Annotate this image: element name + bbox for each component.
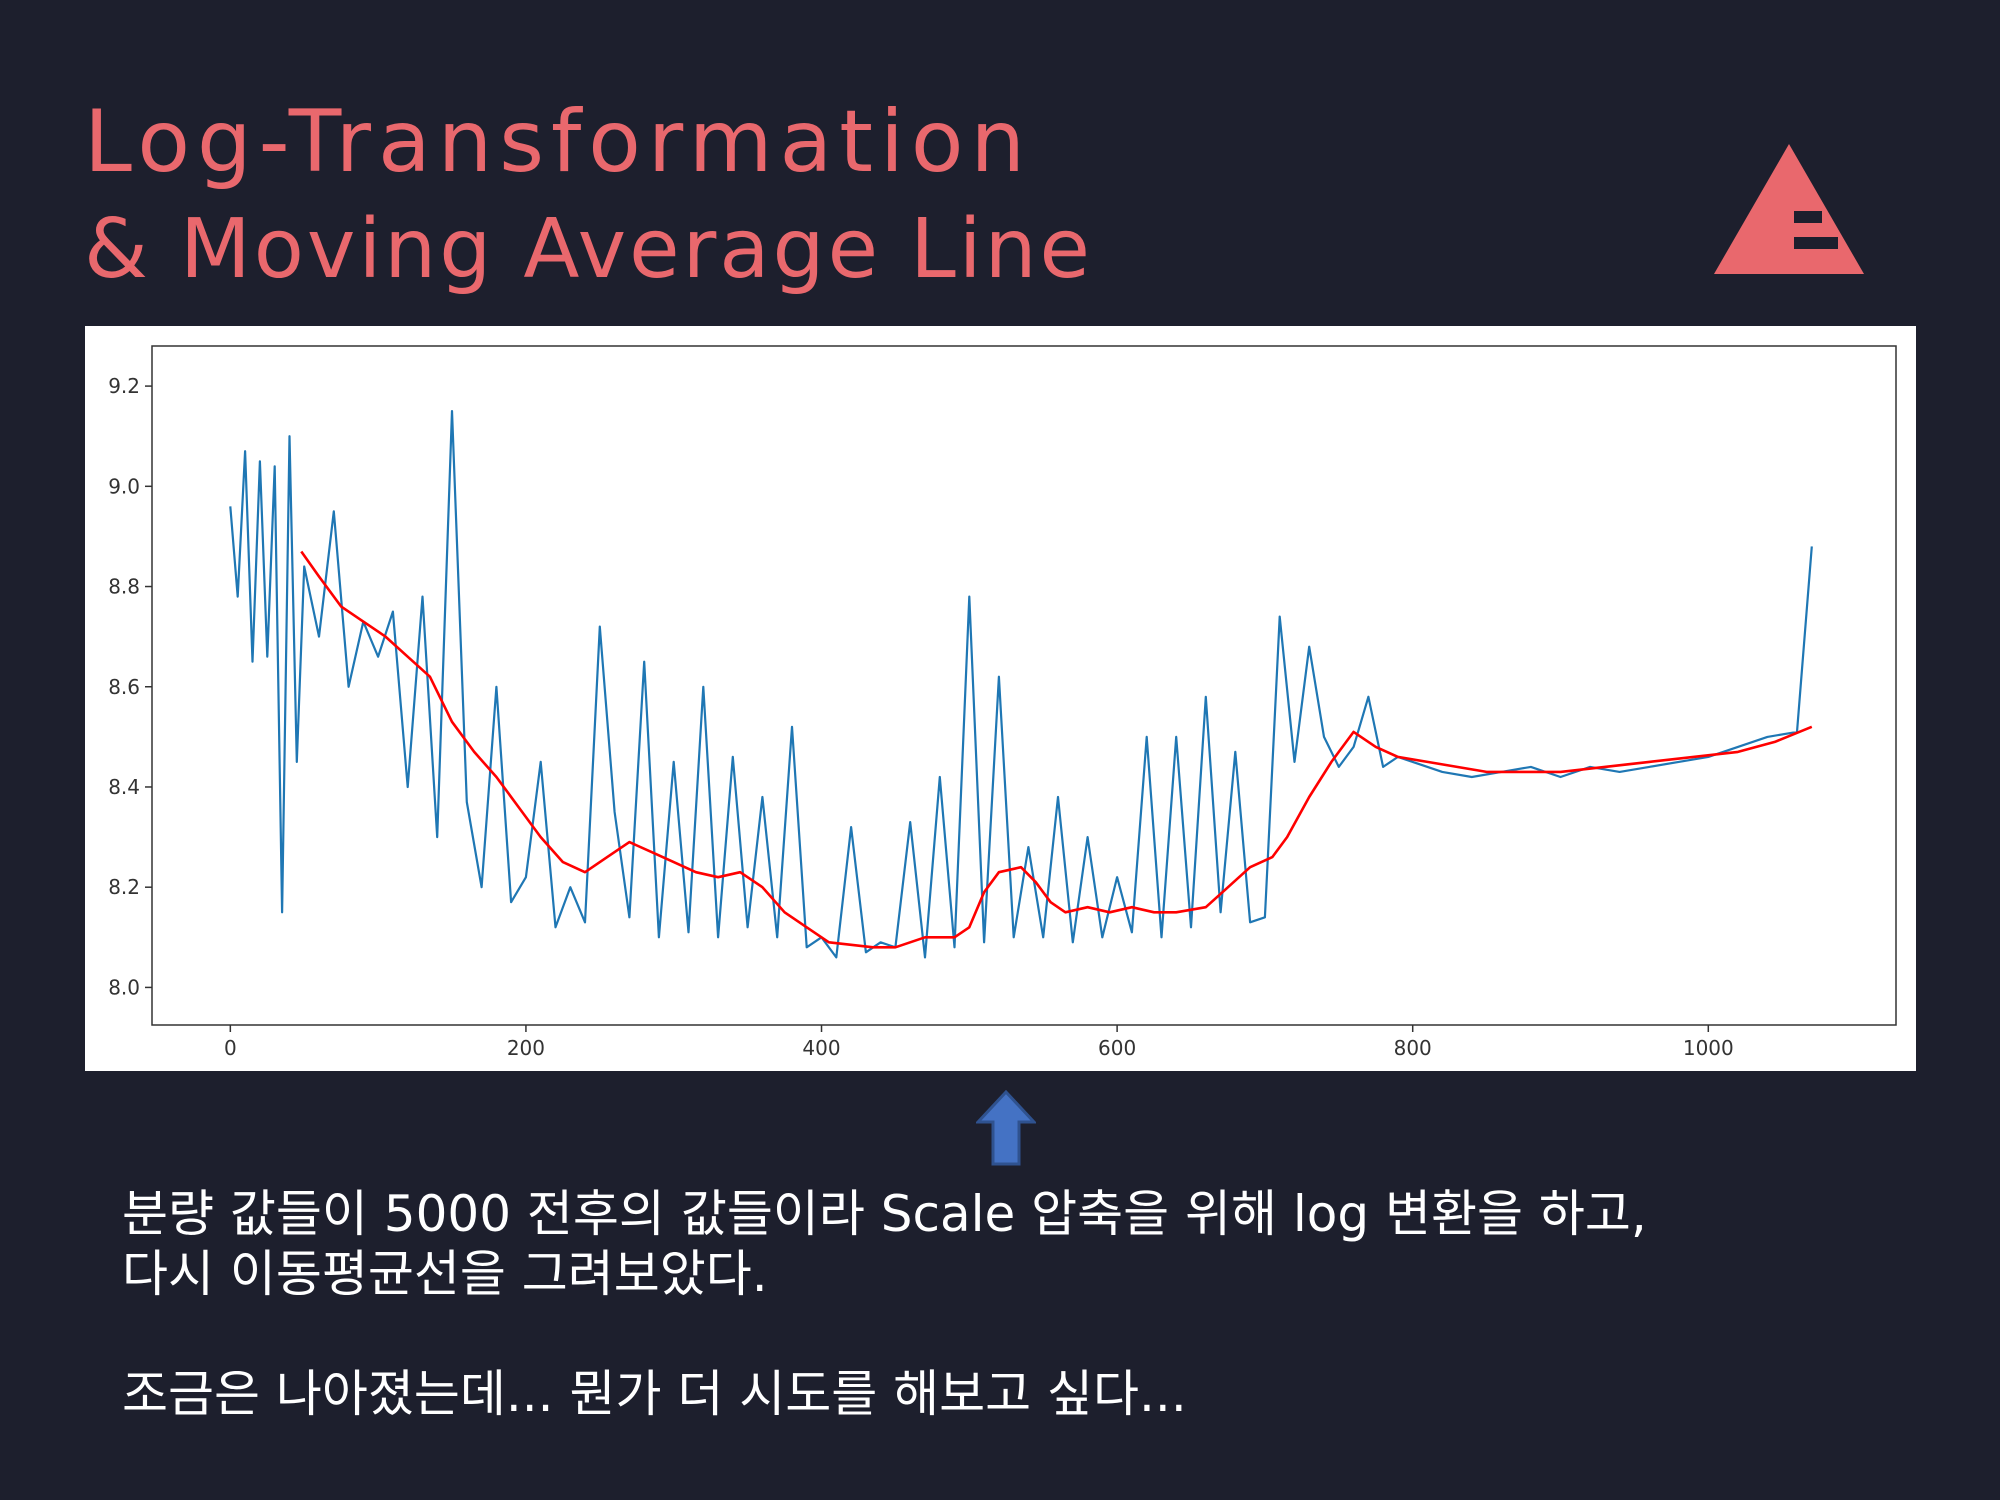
line-chart: 0 200 400 600 800 1000 8.0 8.2 8.4 8.6 8.8 9.0 9.2: [108, 345, 1897, 1060]
x-tick-label: 400: [802, 1036, 840, 1060]
triangle-logo-icon: [1714, 144, 1864, 274]
y-tick-label: 8.0: [108, 975, 140, 999]
x-tick-label: 0: [224, 1036, 237, 1060]
y-tick-label: 8.4: [108, 775, 140, 799]
y-tick-label: 8.6: [108, 675, 140, 699]
chart-panel: 0 200 400 600 800 1000 8.0 8.2 8.4 8.6 8.8 9.0 9.2: [85, 326, 1916, 1071]
up-arrow-icon: [976, 1090, 1036, 1166]
x-tick-label: 600: [1098, 1036, 1136, 1060]
y-tick-label: 9.2: [108, 374, 140, 398]
slide-title: Log-Transformation & Moving Average Line: [84, 88, 1093, 304]
caption: 분량 값들이 5000 전후의 값들이라 Scale 압축을 위해 log 변환…: [122, 1184, 1922, 1424]
x-tick-label: 800: [1394, 1036, 1432, 1060]
title-line-1: Log-Transformation: [84, 92, 1032, 192]
caption-line-3: 조금은 나아졌는데... 뭔가 더 시도를 해보고 싶다...: [122, 1365, 1187, 1423]
series-line-1: [229, 409, 1813, 959]
title-line-2: & Moving Average Line: [84, 202, 1094, 297]
series-line-2: [300, 550, 1813, 949]
caption-line-2: 다시 이동평균선을 그려보았다.: [122, 1245, 768, 1303]
y-tick-label: 8.8: [108, 575, 140, 599]
plot-frame: [151, 345, 1897, 1026]
y-tick-label: 9.0: [108, 474, 140, 498]
x-tick-label: 1000: [1683, 1036, 1734, 1060]
x-tick-label: 200: [507, 1036, 545, 1060]
y-tick-label: 8.2: [108, 875, 140, 899]
caption-line-1: 분량 값들이 5000 전후의 값들이라 Scale 압축을 위해 log 변환…: [122, 1185, 1647, 1243]
